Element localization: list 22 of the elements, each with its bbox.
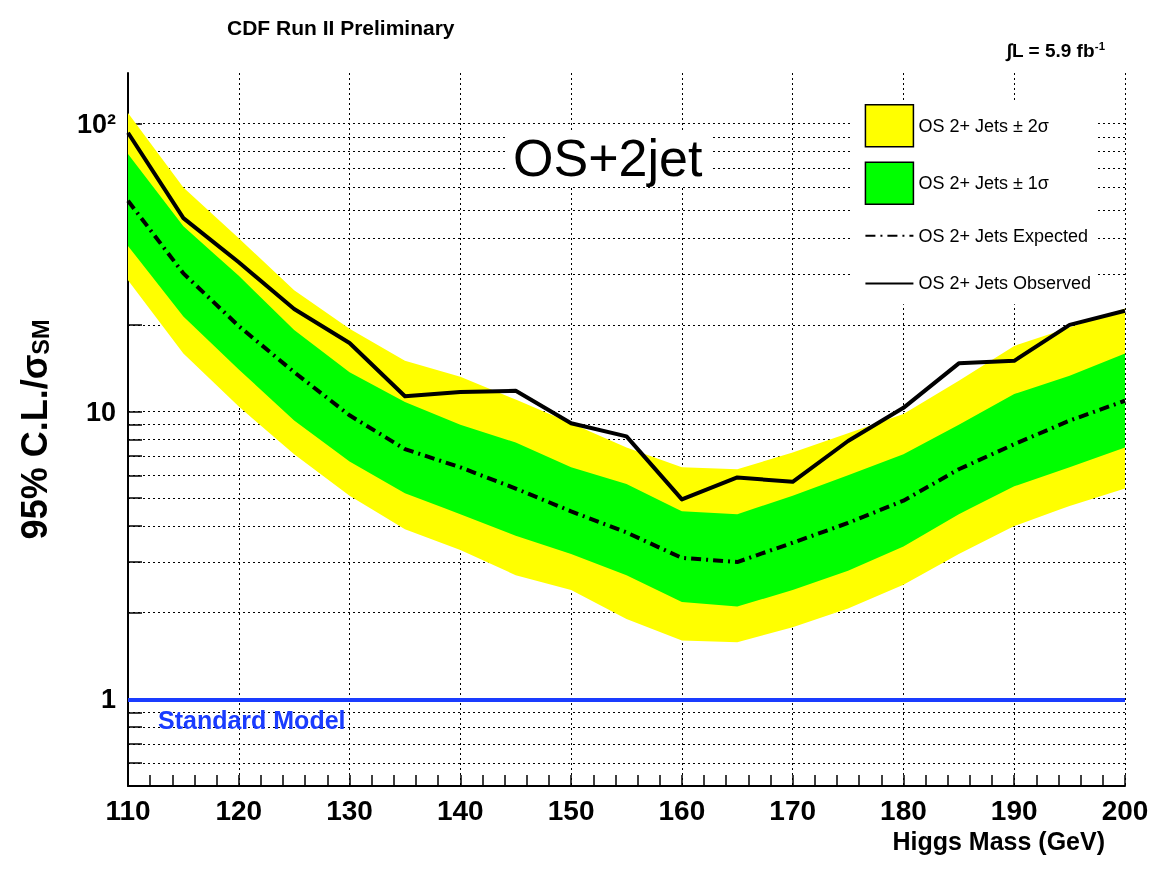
- legend-label: OS 2+ Jets ± 2σ: [918, 115, 1049, 136]
- y-tick-label: 10²: [76, 108, 116, 139]
- y-tick-label: 10: [85, 396, 116, 427]
- x-tick-label: 120: [215, 794, 263, 826]
- x-tick-label: 160: [658, 794, 706, 826]
- x-tick-label: 180: [880, 794, 927, 826]
- y-tick-label: 1: [100, 684, 116, 715]
- x-axis-title: Higgs Mass (GeV): [892, 826, 1105, 855]
- chart-title: CDF Run II Preliminary: [227, 16, 455, 39]
- legend-label: OS 2+ Jets ± 1σ: [918, 173, 1049, 194]
- x-tick-label: 130: [326, 794, 373, 826]
- x-tick-label: 110: [105, 794, 151, 826]
- ref-line-label: Standard Model: [158, 705, 346, 734]
- x-tick-label: 200: [1101, 794, 1149, 826]
- annotation: OS+2jet: [513, 129, 703, 187]
- y-axis-title: 95% C.L./σSM: [13, 319, 55, 540]
- x-tick-label: 190: [990, 794, 1038, 826]
- x-tick-label: 140: [436, 794, 484, 826]
- x-tick-label: 170: [769, 794, 817, 826]
- x-tick-label: 150: [547, 794, 595, 826]
- legend-label: OS 2+ Jets Observed: [918, 273, 1092, 294]
- legend-label: OS 2+ Jets Expected: [918, 225, 1089, 246]
